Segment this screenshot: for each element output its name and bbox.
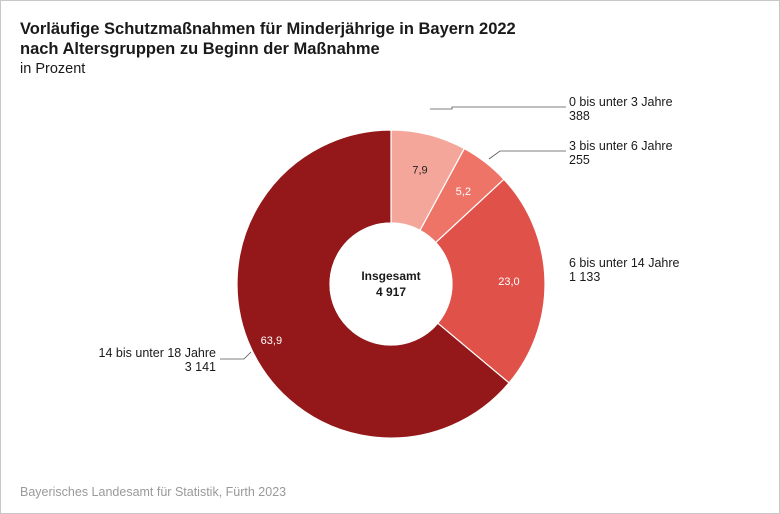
leader-line-14-18 [220,351,252,360]
source-note: Bayerisches Landesamt für Statistik, Für… [20,485,287,499]
value-label-6-14: 23,0 [498,276,519,288]
leader-lines [220,106,566,360]
category-label-6-14: 6 bis unter 14 Jahre [569,256,680,270]
center-value: 4 917 [376,285,406,299]
category-label-3-6: 3 bis unter 6 Jahre [569,139,673,153]
leader-line-0-3 [430,106,566,110]
chart-title: Vorläufige Schutzmaßnahmen für Minderjäh… [20,19,516,59]
value-label-14-18: 63,9 [261,335,282,347]
title-line-1: Vorläufige Schutzmaßnahmen für Minderjäh… [20,20,516,38]
value-label-3-6: 5,2 [456,186,471,198]
count-label-0-3: 388 [569,109,590,123]
title-line-2: nach Altersgruppen zu Beginn der Maßnahm… [20,40,380,58]
chart-subtitle: in Prozent [20,61,86,77]
count-label-14-18: 3 141 [185,360,216,374]
category-label-14-18: 14 bis unter 18 Jahre [99,346,216,360]
center-label: Insgesamt [361,269,420,283]
count-label-3-6: 255 [569,153,590,167]
value-label-0-3: 7,9 [412,165,427,177]
category-label-0-3: 0 bis unter 3 Jahre [569,95,673,109]
donut-slices [236,129,546,439]
count-label-6-14: 1 133 [569,270,600,284]
leader-line-3-6 [488,150,566,160]
donut-hole [329,222,453,346]
